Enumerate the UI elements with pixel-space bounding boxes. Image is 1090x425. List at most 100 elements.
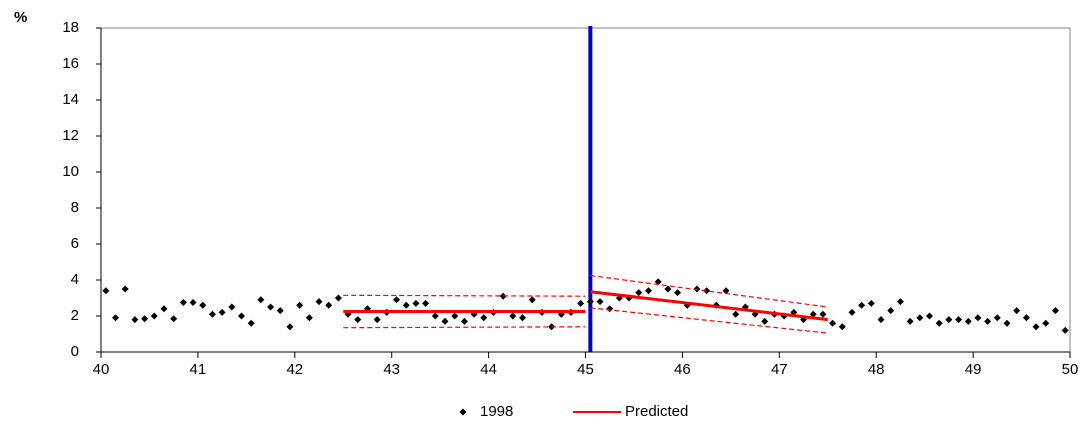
data-point <box>102 287 110 295</box>
data-point <box>1003 319 1011 327</box>
y-tick-label: 6 <box>71 235 79 252</box>
data-point <box>393 296 401 304</box>
data-point <box>402 301 410 309</box>
data-point <box>247 319 255 327</box>
data-point <box>586 298 594 306</box>
data-point <box>877 316 885 324</box>
data-point <box>935 319 943 327</box>
data-point <box>809 310 817 318</box>
data-point <box>325 301 333 309</box>
data-point <box>257 296 265 304</box>
data-point <box>664 285 672 293</box>
data-point <box>732 310 740 318</box>
plot-area <box>100 27 1071 353</box>
data-point <box>896 298 904 306</box>
y-tick-label: 12 <box>62 127 79 144</box>
data-point <box>1061 326 1069 334</box>
y-tick-label: 2 <box>71 307 79 324</box>
data-point <box>267 303 275 311</box>
data-point <box>334 294 342 302</box>
data-point <box>218 308 226 316</box>
data-point <box>674 289 682 297</box>
data-point <box>993 314 1001 322</box>
data-point <box>703 287 711 295</box>
x-tick-label: 47 <box>771 361 788 378</box>
x-tick-label: 44 <box>480 361 497 378</box>
data-point <box>838 323 846 331</box>
data-point <box>1022 314 1030 322</box>
data-point <box>354 316 362 324</box>
y-tick-label: 0 <box>71 343 79 360</box>
data-point <box>819 310 827 318</box>
data-point <box>1042 319 1050 327</box>
data-point <box>373 316 381 324</box>
data-point <box>974 314 982 322</box>
data-point <box>160 305 168 313</box>
data-point <box>179 299 187 306</box>
data-point <box>528 296 536 304</box>
data-point <box>1051 307 1059 315</box>
y-tick-label: 8 <box>71 199 79 216</box>
confidence-band <box>343 307 828 334</box>
x-tick-label: 49 <box>965 361 982 378</box>
x-tick-label: 42 <box>286 361 303 378</box>
data-point <box>906 317 914 325</box>
data-point <box>460 317 468 325</box>
data-point <box>1013 307 1021 315</box>
data-point <box>848 308 856 316</box>
legend-marker <box>459 408 467 416</box>
data-point <box>412 299 420 307</box>
data-point <box>722 287 730 295</box>
data-point <box>964 317 972 325</box>
y-tick-label: 4 <box>71 271 79 288</box>
data-point <box>1032 323 1040 331</box>
data-point <box>644 287 652 295</box>
x-tick-label: 45 <box>577 361 594 378</box>
data-point <box>228 303 236 311</box>
data-point <box>867 299 875 307</box>
y-tick-label: 18 <box>62 19 79 36</box>
y-tick-label: 16 <box>62 55 79 72</box>
data-point <box>131 316 139 324</box>
data-point <box>296 301 304 309</box>
data-point <box>509 312 517 320</box>
legend-label: 1998 <box>480 403 513 420</box>
data-point <box>141 315 149 323</box>
data-point <box>451 312 459 320</box>
x-tick-label: 46 <box>674 361 691 378</box>
data-point <box>238 312 246 320</box>
data-point <box>170 315 178 323</box>
x-tick-label: 40 <box>93 361 110 378</box>
data-point <box>208 310 216 318</box>
predicted-line <box>343 290 828 322</box>
y-tick-label: 14 <box>62 91 79 108</box>
data-point <box>693 285 701 293</box>
data-point <box>315 298 323 306</box>
data-point <box>422 299 430 307</box>
data-point <box>441 317 449 325</box>
y-tick-label: 10 <box>62 163 79 180</box>
x-tick-label: 50 <box>1062 361 1079 378</box>
data-point <box>858 301 866 309</box>
data-point <box>606 305 614 313</box>
data-point <box>150 312 158 320</box>
data-point <box>635 289 643 297</box>
legend-label: Predicted <box>625 403 688 420</box>
data-point <box>654 278 662 286</box>
data-point <box>945 316 953 324</box>
data-point <box>499 292 507 300</box>
data-point <box>112 314 120 322</box>
data-point <box>480 314 488 322</box>
data-point <box>121 285 129 293</box>
data-point <box>189 299 197 306</box>
data-point <box>577 299 585 307</box>
data-point <box>887 307 895 315</box>
x-tick-label: 43 <box>383 361 400 378</box>
data-point <box>596 298 604 306</box>
data-point <box>925 312 933 320</box>
data-point <box>286 323 294 331</box>
data-point <box>984 317 992 325</box>
x-tick-label: 41 <box>190 361 207 378</box>
data-point <box>199 301 207 309</box>
